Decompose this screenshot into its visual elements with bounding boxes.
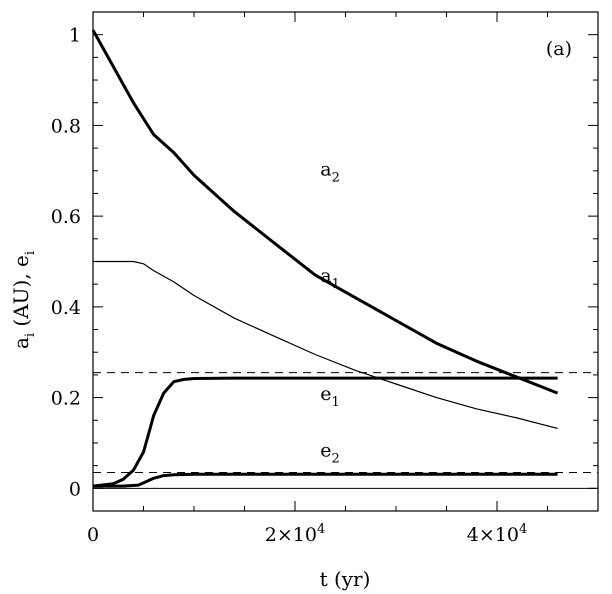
curve-label-a1: a1 xyxy=(320,265,340,292)
series-a2 xyxy=(91,29,559,395)
reference-lines xyxy=(93,372,598,489)
y-tick-label: 0 xyxy=(69,478,81,500)
y-tick-label: 0.2 xyxy=(51,388,81,410)
series-e1 xyxy=(92,376,558,488)
y-tick-label: 0.6 xyxy=(51,206,81,228)
x-axis-label: t (yr) xyxy=(320,567,371,591)
y-tick-label: 1 xyxy=(69,25,81,47)
plot-area-border xyxy=(92,11,599,512)
axis-ticks: 0 0.2 0.4 0.6 0.8 1 0 2×104 4×104 xyxy=(51,12,599,546)
x-tick-label: 4×104 xyxy=(467,522,527,546)
y-tick-label: 0.8 xyxy=(51,115,81,137)
curve-labels: a2 a1 e1 e2 xyxy=(320,158,340,466)
curve-label-e1: e1 xyxy=(320,383,340,410)
x-tick-label: 2×104 xyxy=(265,522,325,546)
series-lines xyxy=(91,29,559,488)
x-tick-label: 0 xyxy=(87,524,99,546)
series-a1 xyxy=(93,260,558,429)
curve-label-e2: e2 xyxy=(320,440,340,467)
y-axis-label-text: ai (AU), ei xyxy=(9,251,38,349)
plot-frame xyxy=(92,11,599,512)
panel-label: (a) xyxy=(546,38,572,60)
curve-label-a2: a2 xyxy=(320,158,340,185)
series-e2 xyxy=(93,472,558,488)
y-tick-label: 0.4 xyxy=(51,297,81,319)
y-axis-label: ai (AU), ei xyxy=(9,251,38,349)
